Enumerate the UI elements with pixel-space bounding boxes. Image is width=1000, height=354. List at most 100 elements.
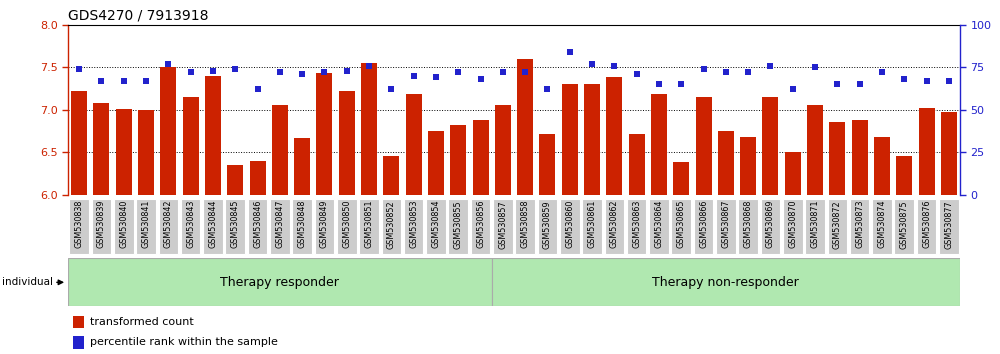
Text: individual: individual bbox=[2, 277, 53, 287]
Bar bbox=[495, 105, 511, 195]
Bar bbox=[829, 122, 845, 195]
Text: GSM530847: GSM530847 bbox=[275, 200, 284, 249]
Bar bbox=[716, 199, 736, 254]
Point bbox=[584, 61, 600, 67]
Bar bbox=[762, 97, 778, 195]
Text: GSM530863: GSM530863 bbox=[632, 200, 641, 248]
Point bbox=[428, 75, 444, 80]
Text: GSM530866: GSM530866 bbox=[699, 200, 708, 248]
Point bbox=[361, 63, 377, 68]
Bar bbox=[294, 138, 310, 195]
Bar bbox=[783, 199, 803, 254]
Bar bbox=[671, 199, 691, 254]
Bar bbox=[337, 199, 357, 254]
Bar bbox=[584, 84, 600, 195]
Bar bbox=[872, 199, 892, 254]
Bar bbox=[761, 199, 780, 254]
Bar bbox=[203, 199, 223, 254]
Point bbox=[539, 86, 555, 92]
Text: GSM530870: GSM530870 bbox=[788, 200, 797, 249]
Text: GSM530854: GSM530854 bbox=[431, 200, 440, 249]
Bar bbox=[92, 199, 111, 254]
Text: GSM530868: GSM530868 bbox=[744, 200, 753, 248]
Bar bbox=[828, 199, 847, 254]
Bar bbox=[272, 105, 288, 195]
Point bbox=[807, 64, 823, 70]
Point bbox=[138, 78, 154, 84]
Point bbox=[606, 63, 622, 68]
Bar bbox=[894, 199, 914, 254]
Bar bbox=[72, 336, 84, 349]
Bar bbox=[492, 258, 960, 306]
Text: GSM530875: GSM530875 bbox=[900, 200, 909, 249]
Point bbox=[183, 69, 199, 75]
Bar bbox=[205, 76, 221, 195]
Point bbox=[941, 78, 957, 84]
Point bbox=[71, 66, 87, 72]
Bar bbox=[160, 67, 176, 195]
Bar bbox=[114, 199, 134, 254]
Point bbox=[874, 69, 890, 75]
Bar bbox=[426, 199, 446, 254]
Text: GSM530867: GSM530867 bbox=[721, 200, 730, 249]
Point bbox=[629, 71, 645, 77]
Point bbox=[339, 68, 355, 74]
Point bbox=[651, 81, 667, 87]
Point bbox=[383, 86, 399, 92]
Bar bbox=[450, 125, 466, 195]
Bar bbox=[493, 199, 513, 254]
Bar bbox=[805, 199, 825, 254]
Point bbox=[272, 69, 288, 75]
Point bbox=[316, 69, 332, 75]
Text: GSM530849: GSM530849 bbox=[320, 200, 329, 249]
Text: percentile rank within the sample: percentile rank within the sample bbox=[90, 337, 277, 348]
Point bbox=[250, 86, 266, 92]
Text: GSM530864: GSM530864 bbox=[654, 200, 663, 248]
Point bbox=[852, 81, 868, 87]
Bar bbox=[71, 91, 87, 195]
Point bbox=[762, 63, 778, 68]
Bar bbox=[694, 199, 713, 254]
Bar bbox=[250, 161, 266, 195]
Bar bbox=[428, 131, 444, 195]
Point bbox=[294, 71, 310, 77]
Text: GSM530869: GSM530869 bbox=[766, 200, 775, 249]
Bar bbox=[629, 133, 645, 195]
Bar bbox=[517, 59, 533, 195]
Text: GSM530874: GSM530874 bbox=[877, 200, 886, 249]
Text: GSM530858: GSM530858 bbox=[521, 200, 530, 249]
Bar bbox=[473, 120, 489, 195]
Bar bbox=[181, 199, 200, 254]
Text: GSM530843: GSM530843 bbox=[186, 200, 195, 248]
Point bbox=[227, 66, 243, 72]
Bar bbox=[562, 84, 578, 195]
Bar bbox=[718, 131, 734, 195]
Point bbox=[160, 61, 176, 67]
Text: GSM530855: GSM530855 bbox=[454, 200, 463, 249]
Point bbox=[740, 69, 756, 75]
Text: GSM530844: GSM530844 bbox=[208, 200, 217, 248]
Bar bbox=[383, 156, 399, 195]
Text: GSM530872: GSM530872 bbox=[833, 200, 842, 249]
Bar bbox=[917, 199, 936, 254]
Text: GSM530876: GSM530876 bbox=[922, 200, 931, 249]
Bar bbox=[651, 95, 667, 195]
Text: GSM530857: GSM530857 bbox=[498, 200, 507, 249]
Point bbox=[116, 78, 132, 84]
Text: GSM530860: GSM530860 bbox=[565, 200, 574, 248]
Bar bbox=[406, 95, 422, 195]
Bar bbox=[852, 120, 868, 195]
Text: GSM530852: GSM530852 bbox=[387, 200, 396, 249]
Point bbox=[785, 86, 801, 92]
Bar bbox=[471, 199, 490, 254]
Bar bbox=[649, 199, 669, 254]
Bar bbox=[538, 199, 557, 254]
Point bbox=[562, 49, 578, 55]
Text: GSM530846: GSM530846 bbox=[253, 200, 262, 248]
Bar bbox=[627, 199, 646, 254]
Text: GSM530850: GSM530850 bbox=[342, 200, 351, 249]
Bar bbox=[807, 105, 823, 195]
Bar bbox=[939, 199, 959, 254]
Bar bbox=[850, 199, 869, 254]
Bar bbox=[515, 199, 535, 254]
